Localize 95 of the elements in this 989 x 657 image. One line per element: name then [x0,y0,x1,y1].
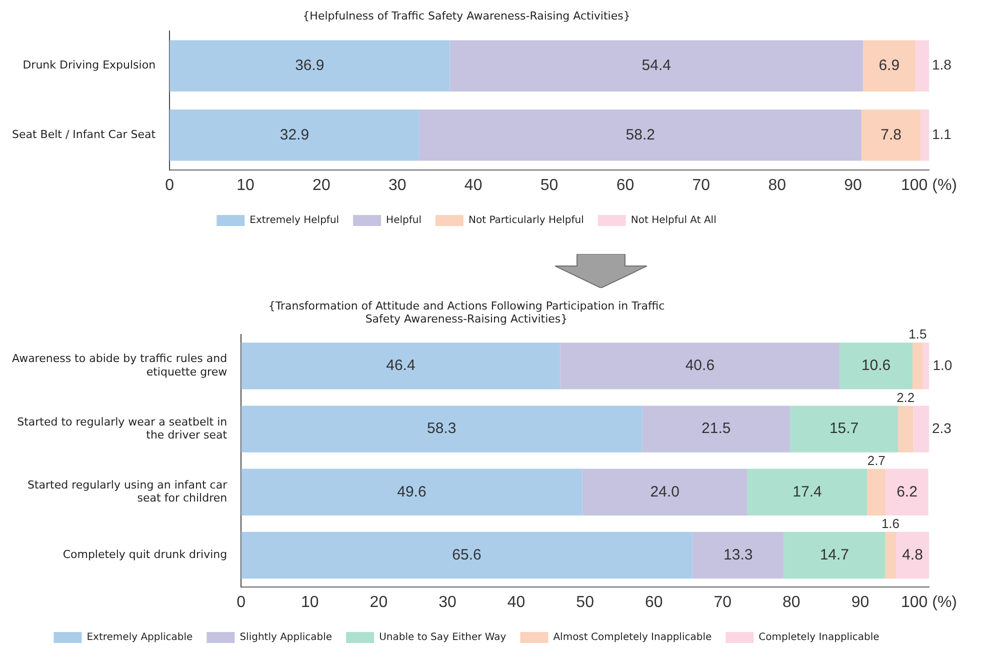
bar [241,406,642,452]
x-tick-label: 40 [464,176,482,194]
legend-label: Almost Completely Inapplicable [553,632,712,644]
bar [560,342,840,390]
x-tick-label: 90 [851,594,870,611]
legend-label: Not Helpful At All [630,215,716,226]
bar [913,406,929,452]
bar [241,532,692,579]
bar [884,532,896,579]
y-tick-label: Started regularly using an infant car seat for children [27,478,228,505]
data-label: 6.9 [878,56,900,74]
x-tick-label: 20 [312,176,330,194]
legend-label: Not Particularly Helpful [468,215,584,226]
bar [915,40,929,92]
y-tick-label: Seat Belt / Infant Car Seat [12,128,156,142]
legend-label: Extremely Applicable [86,632,193,644]
bar [170,40,450,92]
bar [170,110,420,161]
x-tick-label: 0 [165,176,174,194]
y-tick-label: Drunk Driving Expulsion [22,58,156,72]
bar [840,342,912,390]
x-tick-label: 100 (%) [900,176,958,194]
bar [886,468,928,516]
data-label: 2.2 [896,390,915,405]
data-label: 2.3 [932,420,952,436]
data-label: 46.4 [386,357,416,374]
bar [241,468,582,516]
y-tick-label: Completely quit drunk driving [62,548,228,562]
legend-label: Completely Inapplicable [758,632,880,644]
bar [241,342,560,390]
chart-title: {Helpfulness of Traffic Safety Awareness-Raising Activities} [302,9,630,22]
legend-label: Slightly Applicable [240,632,332,644]
bar [920,110,929,161]
data-label: 10.6 [861,357,891,374]
x-tick-label: 80 [782,594,800,611]
bar [692,532,784,579]
data-label: 24.0 [650,483,680,500]
data-label: 32.9 [280,126,310,144]
x-tick-label: 30 [388,176,406,194]
data-label: 1.8 [932,56,952,73]
y-tick-label: Awareness to abide by traffic rules and etiquette grew [12,352,228,378]
x-tick-label: 10 [301,594,319,611]
data-label: 54.4 [642,56,671,74]
x-tick-label: 30 [438,594,456,611]
bar [642,406,790,452]
x-tick-label: 80 [768,176,786,194]
data-label: 13.3 [724,546,753,564]
legend-label: Unable to Say Either Way [379,632,506,644]
data-label: 1.1 [932,126,952,142]
legend-label: Extremely Helpful [250,215,340,226]
x-tick-label: 90 [844,176,862,194]
data-label: 1.6 [881,516,900,531]
x-tick-label: 10 [236,176,254,194]
bar [784,532,885,579]
data-label: 21.5 [701,420,731,438]
data-label: 1.5 [908,326,927,342]
bar [747,468,868,516]
bar [896,532,929,579]
bar [922,342,929,390]
x-tick-label: 20 [370,594,388,611]
data-label: 40.6 [685,357,715,374]
bar [790,406,898,452]
data-label: 6.2 [896,483,918,500]
x-tick-label: 60 [644,594,663,611]
data-label: 65.6 [452,546,482,564]
chart-title: {Transformation of Attitude and Actions Following Participation in Traffic Safety Awareness-Raising Activities} [268,299,665,326]
data-label: 49.6 [397,483,426,500]
data-label: 15.7 [829,420,859,438]
x-tick-label: 40 [507,594,526,611]
bar [419,110,862,161]
bar [912,342,923,390]
x-tick-label: 0 [236,594,246,611]
bar [582,468,748,516]
bar [861,110,921,161]
data-label: 1.0 [932,356,952,373]
data-label: 58.2 [626,126,656,144]
bar [867,468,886,516]
data-label: 4.8 [902,546,923,564]
x-tick-label: 70 [692,176,710,194]
y-tick-label: Started to regularly wear a seatbelt in the driver seat [17,415,228,442]
data-label: 14.7 [820,546,850,564]
data-label: 58.3 [427,420,456,438]
bar [450,40,863,92]
x-tick-label: 50 [576,594,594,611]
data-label: 36.9 [295,56,324,74]
x-tick-label: 60 [616,176,634,194]
data-label: 17.4 [792,483,822,500]
legend-label: Helpful [386,215,422,226]
bar [862,40,916,92]
x-tick-label: 100 (%) [900,594,958,611]
x-tick-label: 70 [714,594,732,611]
x-tick-label: 50 [540,176,558,194]
data-label: 7.8 [880,126,902,144]
data-label: 2.7 [867,452,886,468]
bar [898,406,914,452]
